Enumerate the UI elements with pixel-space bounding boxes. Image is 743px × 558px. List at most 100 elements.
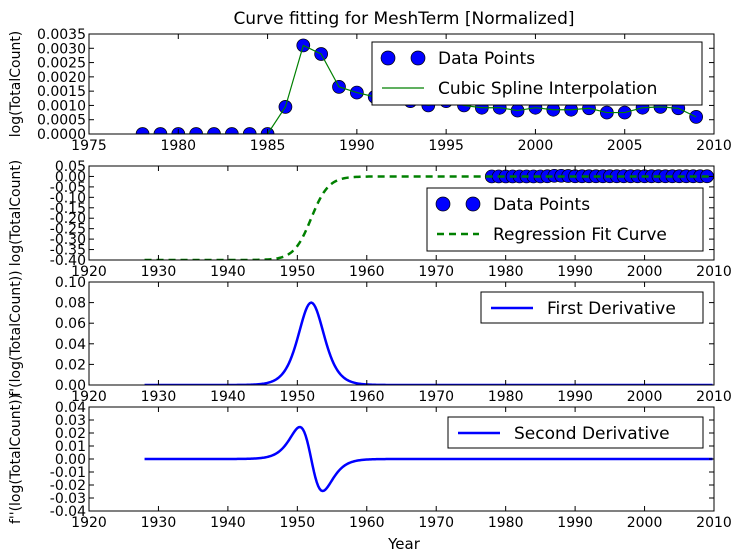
chart-panel-1: 1975 1980 1985 1990 1995 2000 2005 20100.00000.… [8, 27, 732, 154]
y-tick-label: -0.04 [50, 504, 86, 520]
y-tick-label: -0.03 [50, 491, 86, 507]
x-tick-label: 2010 [696, 389, 732, 405]
x-tick-label: 1940 [210, 389, 246, 405]
x-tick-label: 1980 [488, 264, 524, 280]
y-tick-label: 0.04 [55, 337, 86, 353]
x-tick-label: 1920 [71, 389, 107, 405]
y-tick-label: -0.20 [50, 211, 86, 227]
y-tick-label: -0.40 [50, 253, 86, 269]
y-tick-label: -0.05 [50, 180, 86, 196]
legend-marker [380, 50, 396, 66]
x-tick-label: 2000 [627, 515, 663, 531]
x-tick-label: 1960 [349, 389, 385, 405]
y-tick-label: 0.0010 [37, 98, 86, 114]
legend-label: Cubic Spline Interpolation [438, 79, 657, 99]
y-axis-label: log(TotalCount) [8, 31, 24, 138]
x-tick-label: 2005 [607, 138, 643, 154]
plot-area [144, 425, 713, 493]
x-tick-label: 1970 [418, 264, 454, 280]
legend-label: Second Derivative [514, 424, 670, 444]
y-tick-label: -0.02 [50, 478, 86, 494]
data-point [207, 127, 221, 134]
legend-label: Regression Fit Curve [493, 225, 667, 245]
y-tick-label: 0.00 [55, 378, 86, 394]
x-tick-label: 1940 [210, 515, 246, 531]
x-tick-label: 1950 [280, 264, 316, 280]
y-tick-label: 0.02 [55, 357, 86, 373]
y-tick-label: 0.0035 [37, 27, 86, 43]
data-point [242, 127, 257, 134]
x-tick-label: 1990 [557, 389, 593, 405]
y-tick-label: 0.00 [55, 452, 86, 468]
y-tick-label: 0.04 [55, 400, 86, 416]
x-tick-label: 1990 [557, 515, 593, 531]
y-tick-label: -0.01 [50, 465, 86, 481]
legend-marker [435, 196, 451, 212]
x-tick-label: 1970 [418, 389, 454, 405]
axes-frame [88, 165, 715, 261]
y-tick-label: 0.0020 [37, 70, 86, 86]
y-tick-label: 0.10 [55, 275, 86, 291]
x-tick-label: 1930 [141, 264, 177, 280]
legend: Second Derivative [447, 416, 704, 449]
x-tick-label: 1970 [418, 515, 454, 531]
axes-frame [88, 281, 715, 386]
y-tick-label: 0.0005 [37, 113, 86, 129]
x-tick-label: 1960 [349, 264, 385, 280]
x-tick-label: 1950 [280, 515, 316, 531]
legend-marker [465, 196, 481, 212]
x-tick-label: 1980 [160, 138, 196, 154]
y-tick-label: 0.00 [55, 169, 86, 185]
x-axis-label: Year [387, 535, 421, 553]
data-point [189, 127, 203, 134]
legend: Data Points Regression Fit Curve [426, 187, 704, 252]
y-axis-label: f'(log(TotalCount)) [8, 270, 24, 396]
y-axis-label: log(TotalCount) [8, 160, 24, 267]
y-tick-label: 0.0000 [37, 127, 86, 143]
y-tick-label: -0.10 [50, 190, 86, 206]
x-tick-label: 2000 [627, 264, 663, 280]
x-tick-label: 2010 [696, 515, 732, 531]
legend-marker [410, 50, 426, 66]
chart-panel-4: 1920 1930 1940 1950 1960 1970 1980 1990 2000 2010… [8, 394, 732, 531]
y-tick-label: 0.0030 [37, 41, 86, 57]
legend-label: First Derivative [547, 299, 676, 319]
x-tick-label: 1990 [557, 264, 593, 280]
x-tick-label: 1950 [280, 389, 316, 405]
legend: Data Points Cubic Spline Interpolation [371, 41, 703, 106]
figure-title: Curve fitting for MeshTerm [Normalized] [233, 9, 574, 29]
y-axis-label: f''(log(TotalCount)) [8, 394, 24, 524]
x-tick-label: 1920 [71, 515, 107, 531]
data-point [135, 127, 150, 134]
axes-frame [88, 33, 715, 135]
x-tick-label: 2010 [696, 138, 732, 154]
x-tick-label: 1985 [250, 138, 286, 154]
legend-label: Data Points [438, 49, 535, 69]
data-point [225, 127, 239, 134]
y-tick-label: -0.30 [50, 232, 86, 248]
second-derivative-line [144, 425, 713, 493]
x-tick-label: 2000 [518, 138, 554, 154]
x-tick-label: 1980 [488, 515, 524, 531]
plot-area [144, 168, 714, 260]
y-tick-label: -0.25 [50, 222, 86, 238]
x-tick-label: 1995 [428, 138, 464, 154]
chart-panel-2: 1920 1930 1940 1950 1960 1970 1980 1990 2000 2010… [8, 159, 732, 280]
y-tick-label: 0.08 [55, 296, 86, 312]
x-tick-label: 1975 [71, 138, 107, 154]
x-tick-label: 1990 [339, 138, 375, 154]
legend-box [371, 41, 703, 106]
x-tick-label: 1980 [488, 389, 524, 405]
y-tick-label: -0.15 [50, 201, 86, 217]
y-tick-label: 0.01 [55, 439, 86, 455]
x-tick-label: 1930 [141, 515, 177, 531]
legend: First Derivative [480, 291, 704, 324]
y-tick-label: 0.03 [55, 413, 86, 429]
y-tick-label: 0.06 [55, 316, 86, 332]
x-tick-label: 1930 [141, 389, 177, 405]
y-tick-label: -0.35 [50, 243, 86, 259]
regression-line [144, 175, 714, 260]
y-tick-label: 0.0025 [37, 56, 86, 72]
x-tick-label: 1960 [349, 515, 385, 531]
